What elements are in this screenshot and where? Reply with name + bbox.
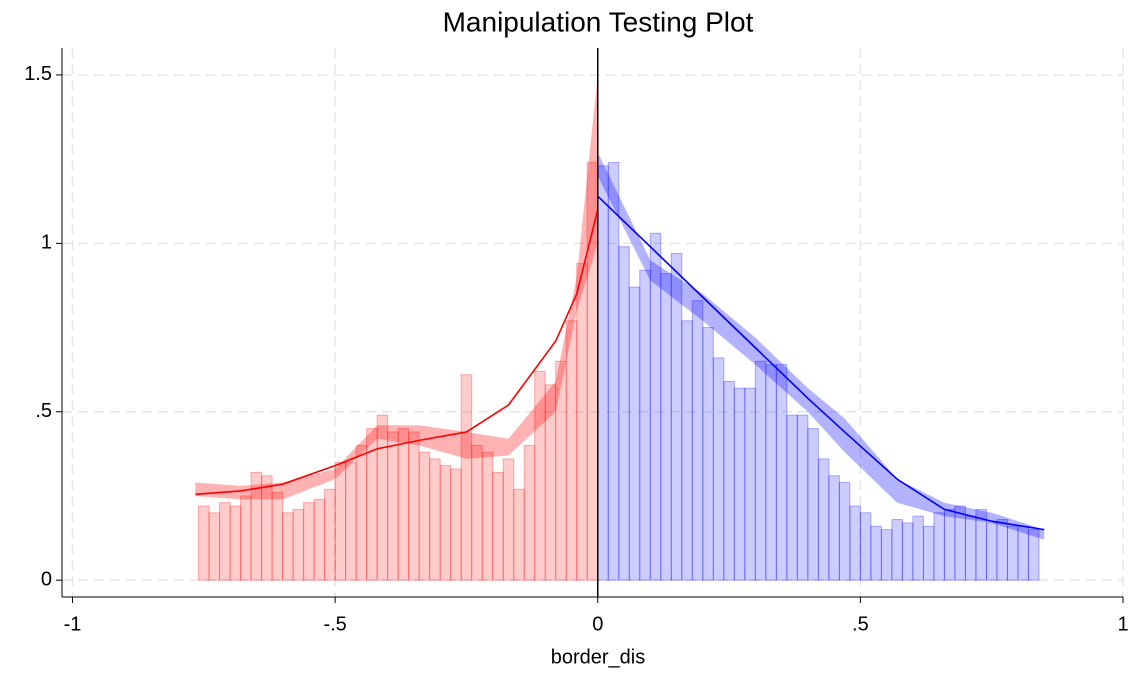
- bar: [723, 380, 735, 581]
- bar: [355, 444, 368, 581]
- bar: [534, 370, 546, 581]
- bar: [891, 519, 903, 581]
- bar: [492, 471, 504, 581]
- bar: [712, 357, 725, 581]
- bar: [954, 505, 966, 581]
- y-tick-label: 1.5: [24, 63, 52, 85]
- bar: [660, 273, 672, 581]
- bar: [765, 364, 777, 581]
- bar: [975, 508, 987, 581]
- bar: [828, 475, 840, 581]
- bar: [901, 522, 914, 581]
- bar: [366, 428, 378, 581]
- bar: [618, 246, 630, 581]
- bar: [807, 428, 819, 581]
- x-tick-label: 0: [592, 613, 603, 635]
- bar: [303, 502, 315, 581]
- bar: [324, 488, 336, 581]
- bar: [429, 458, 441, 581]
- bar: [943, 508, 956, 581]
- bar: [607, 162, 620, 581]
- fit-line: [597, 195, 1045, 531]
- bar: [198, 505, 210, 581]
- bar: [775, 364, 788, 581]
- bar: [576, 263, 588, 581]
- bar: [985, 522, 998, 581]
- bar: [565, 320, 578, 581]
- bar: [471, 444, 483, 581]
- bar: [670, 252, 683, 581]
- bar: [597, 165, 609, 581]
- x-tick-label: .5: [852, 613, 869, 635]
- bar: [450, 468, 462, 581]
- chart-title: Manipulation Testing Plot: [443, 6, 754, 37]
- bar: [639, 269, 651, 581]
- bar: [313, 498, 326, 581]
- bar: [513, 488, 525, 581]
- bar: [439, 465, 452, 581]
- y-tick-label: 1: [41, 232, 52, 254]
- bar: [733, 387, 746, 581]
- y-tick-label: 0: [41, 568, 52, 590]
- bar: [292, 508, 305, 581]
- bar: [922, 525, 935, 581]
- bar: [502, 458, 515, 581]
- bar: [334, 461, 347, 581]
- bar: [544, 384, 557, 581]
- bar: [880, 529, 893, 581]
- fit-line: [195, 209, 599, 496]
- x-tick-label: 1: [1117, 613, 1128, 635]
- bar: [1006, 525, 1019, 581]
- bar: [523, 444, 536, 581]
- bar: [1017, 525, 1029, 581]
- bar: [271, 492, 284, 581]
- bar: [208, 512, 221, 581]
- bar: [481, 451, 494, 581]
- bar: [933, 512, 945, 581]
- x-axis-label: border_dis: [551, 646, 646, 668]
- bar: [418, 451, 431, 581]
- bar: [408, 431, 420, 581]
- bar: [282, 512, 294, 581]
- bar: [460, 374, 473, 581]
- x-tick-label: -.5: [323, 613, 346, 635]
- bar: [649, 232, 662, 581]
- bar: [744, 387, 756, 581]
- bar: [702, 327, 714, 581]
- bar: [261, 475, 273, 581]
- bar: [681, 320, 693, 581]
- bar: [397, 428, 410, 581]
- bar: [859, 512, 872, 581]
- bar: [786, 414, 798, 581]
- bar: [250, 471, 263, 581]
- bar: [817, 458, 830, 581]
- bar: [219, 502, 231, 581]
- bar: [838, 481, 851, 581]
- bar: [345, 461, 357, 581]
- bar: [996, 519, 1008, 581]
- y-tick-label: .5: [35, 400, 52, 422]
- bar: [387, 431, 399, 581]
- bar: [555, 360, 567, 581]
- bar: [849, 505, 861, 581]
- bar: [870, 525, 882, 581]
- bar: [376, 414, 389, 581]
- bar: [964, 515, 977, 581]
- x-tick-label: -1: [64, 613, 82, 635]
- bar: [628, 286, 641, 581]
- bar: [796, 414, 809, 581]
- bar: [1027, 529, 1040, 581]
- bar: [240, 495, 252, 581]
- bar: [229, 505, 242, 581]
- bar: [912, 515, 924, 581]
- bar: [691, 300, 704, 581]
- bar: [754, 360, 767, 581]
